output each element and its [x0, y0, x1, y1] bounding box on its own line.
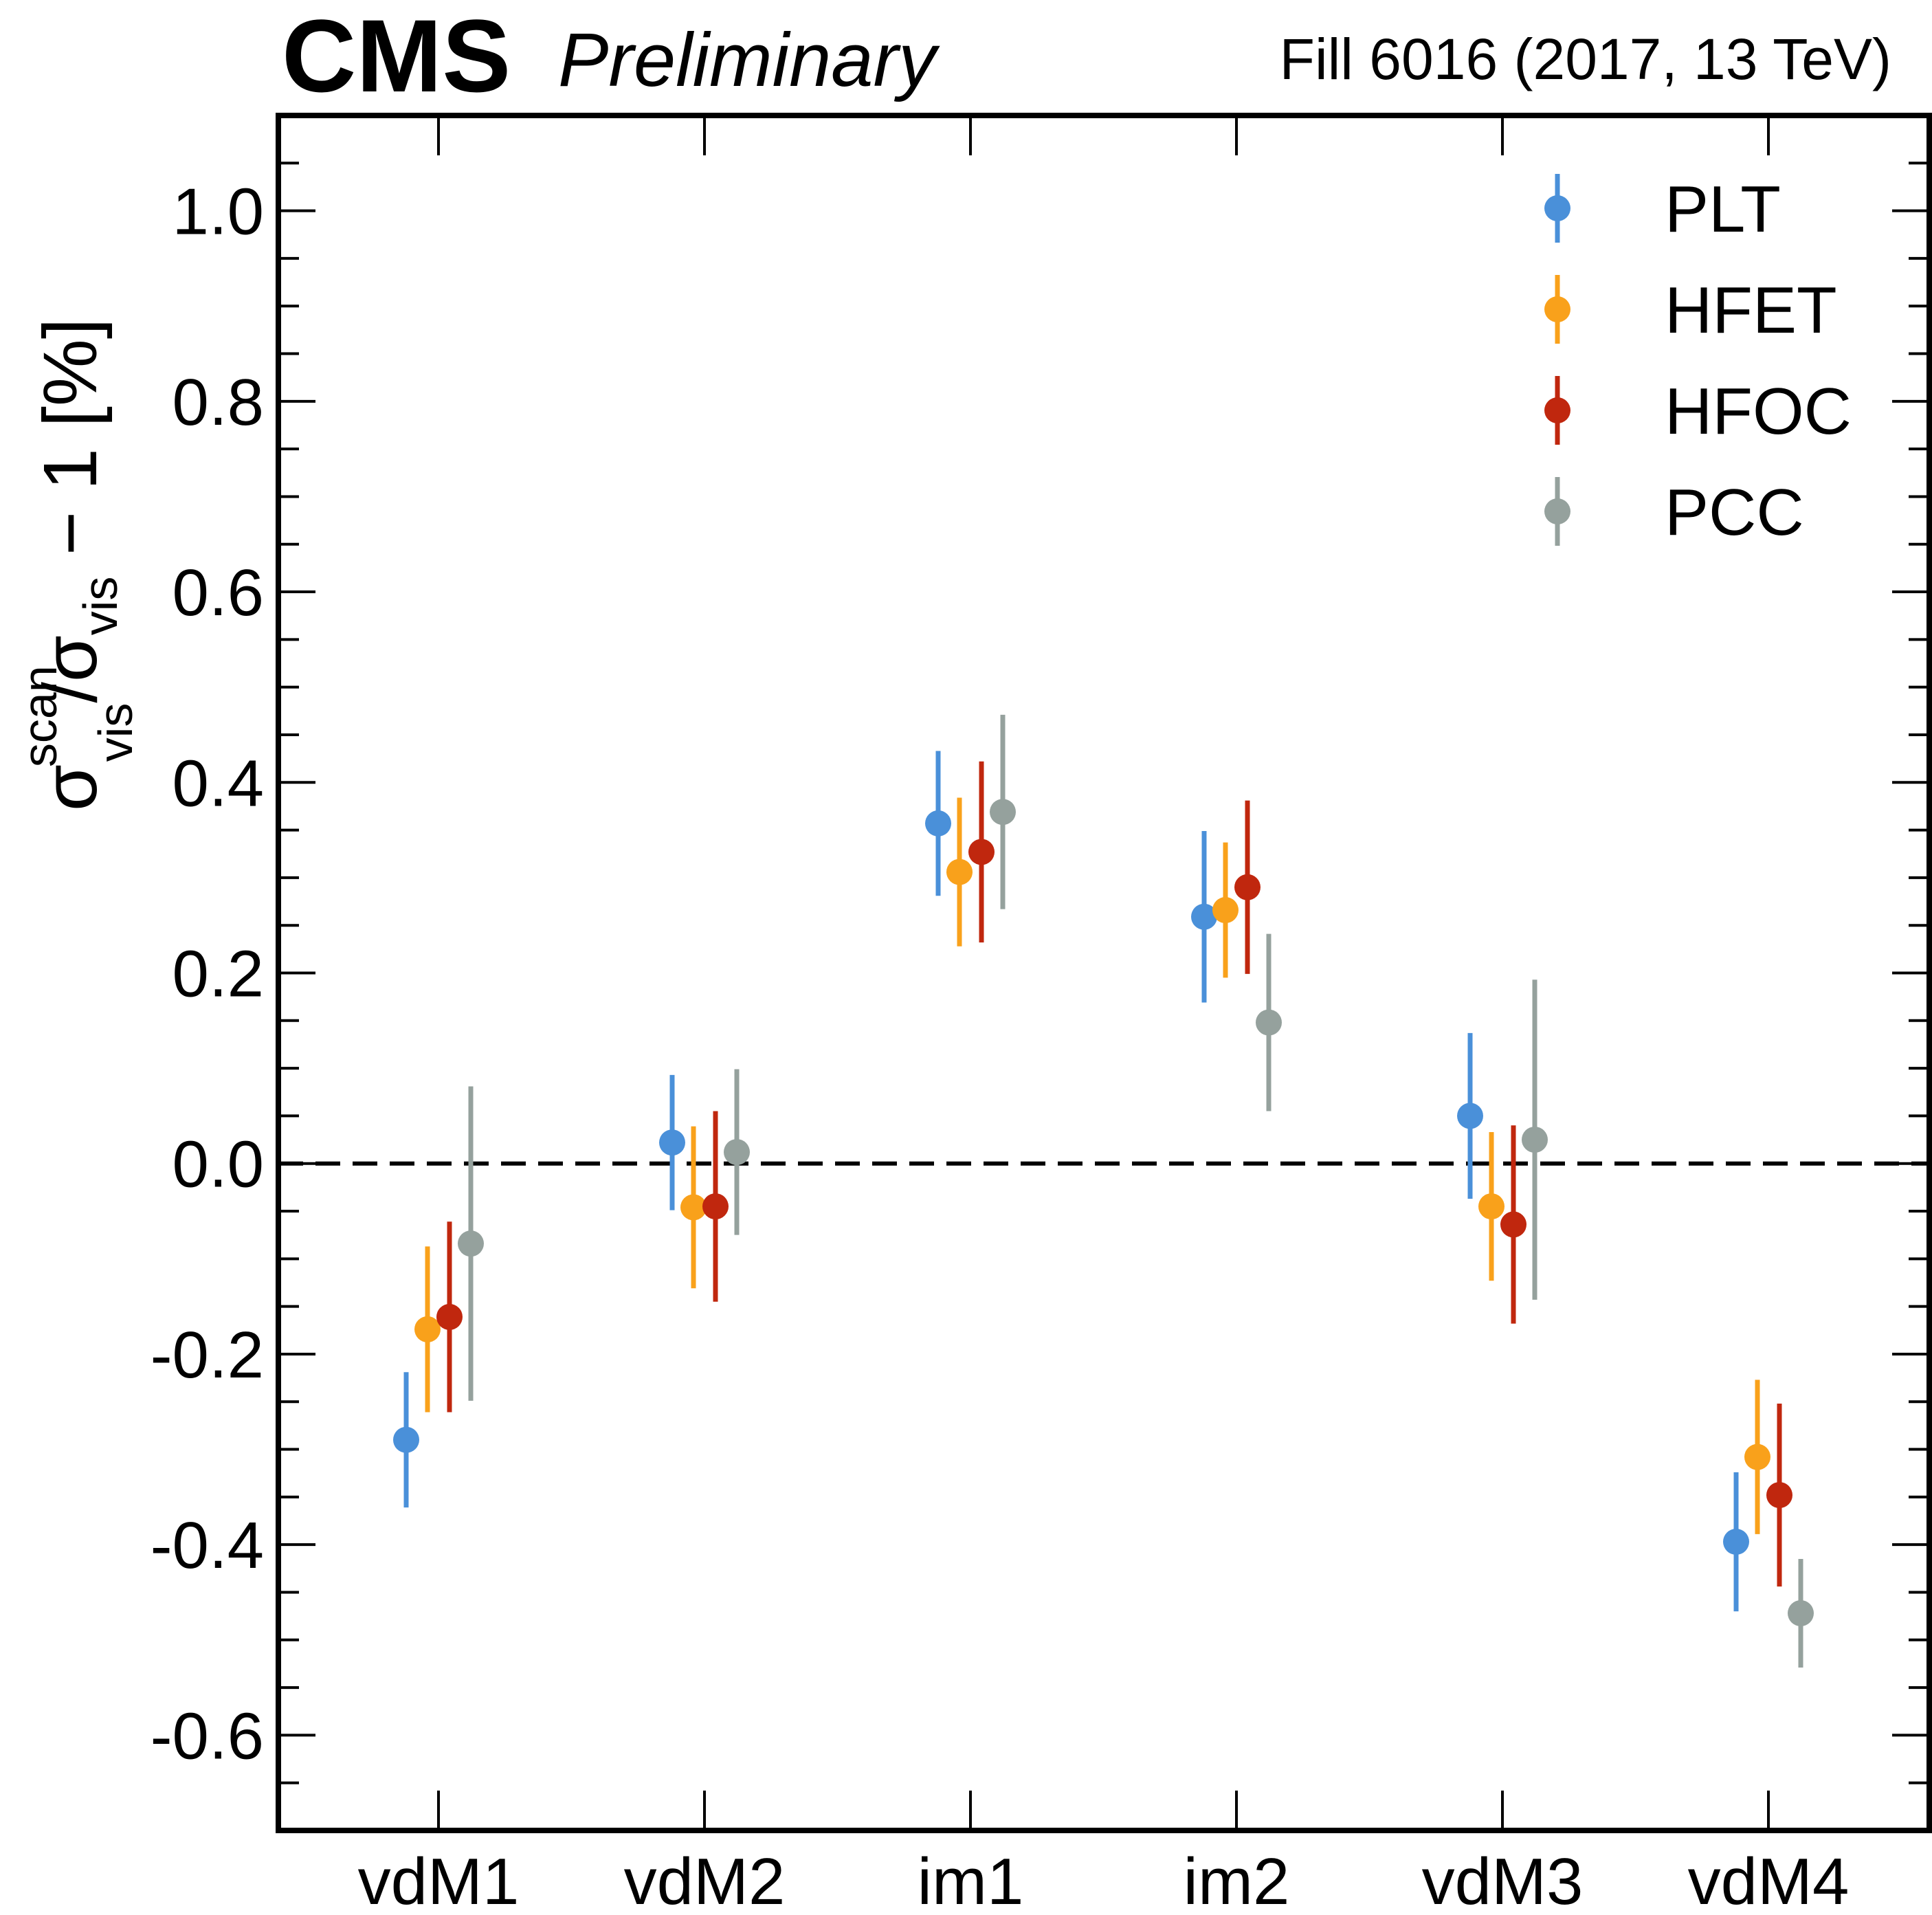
- legend: PLT HFET HFOC PCC: [1544, 173, 1852, 549]
- x-category-label: vdM4: [1688, 1845, 1850, 1915]
- x-tick-labels: vdM1 vdM2 im1 im2 vdM3 vdM4: [358, 1845, 1850, 1915]
- x-category-label: vdM1: [358, 1845, 520, 1915]
- data-point-hfet: [1478, 1193, 1504, 1220]
- y-axis-label: σscan vis/σvis − 1 [%]: [13, 318, 142, 811]
- x-category-label: im2: [1184, 1845, 1290, 1915]
- y-tick-label: 0.8: [173, 366, 264, 439]
- data-point-hfet: [946, 859, 973, 885]
- legend-label-hfet: HFET: [1665, 274, 1837, 347]
- x-category-label: vdM3: [1422, 1845, 1584, 1915]
- data-point-plt: [1723, 1529, 1749, 1556]
- y-tick-label: 0.0: [173, 1128, 264, 1202]
- data-point-hfoc: [968, 839, 995, 865]
- y-tick-label: -0.6: [151, 1699, 264, 1773]
- data-point-pcc: [990, 799, 1016, 826]
- data-point-hfet: [680, 1194, 707, 1221]
- data-point-hfoc: [1500, 1211, 1526, 1238]
- data-point-hfoc: [1234, 874, 1261, 900]
- legend-marker-hfet: [1544, 296, 1570, 322]
- legend-label-plt: PLT: [1665, 173, 1781, 246]
- data-point-pcc: [1788, 1599, 1814, 1626]
- x-category-label: im1: [918, 1845, 1024, 1915]
- data-point-plt: [1191, 903, 1217, 930]
- legend-marker-pcc: [1544, 498, 1570, 524]
- data-point-pcc: [1256, 1009, 1282, 1036]
- y-tick-label: 1.0: [173, 175, 264, 249]
- y-tick-label: 0.2: [173, 938, 264, 1011]
- legend-label-hfoc: HFOC: [1665, 375, 1852, 448]
- y-tick-label: -0.2: [151, 1318, 264, 1392]
- status-label: Preliminary: [558, 18, 940, 102]
- experiment-label: CMS: [282, 0, 511, 113]
- legend-label-pcc: PCC: [1665, 476, 1804, 549]
- data-points: [393, 714, 1814, 1668]
- data-point-hfet: [414, 1316, 441, 1342]
- data-point-hfet: [1212, 897, 1239, 924]
- x-category-label: vdM2: [624, 1845, 786, 1915]
- legend-marker-plt: [1544, 195, 1570, 221]
- data-point-plt: [393, 1426, 419, 1453]
- plot-frame: [276, 113, 1932, 1833]
- y-tick-label: 0.4: [173, 746, 264, 820]
- axis-ticks: [278, 114, 1929, 1832]
- data-point-pcc: [724, 1139, 750, 1166]
- legend-marker-hfoc: [1544, 397, 1570, 423]
- y-tick-label: -0.4: [151, 1509, 264, 1582]
- data-point-hfoc: [702, 1193, 729, 1220]
- data-point-hfoc: [1766, 1482, 1792, 1509]
- data-point-pcc: [1522, 1127, 1548, 1153]
- data-point-plt: [1457, 1103, 1483, 1129]
- y-tick-label: 0.6: [173, 556, 264, 630]
- data-point-plt: [659, 1129, 685, 1156]
- data-point-hfoc: [436, 1303, 463, 1330]
- y-tick-labels: 1.0 0.8 0.6 0.4 0.2 0.0 -0.2 -0.4 -0.6: [151, 175, 264, 1773]
- data-point-plt: [925, 810, 951, 837]
- data-point-pcc: [458, 1230, 484, 1257]
- fill-info-label: Fill 6016 (2017, 13 TeV): [1280, 27, 1891, 91]
- data-point-hfet: [1744, 1443, 1770, 1470]
